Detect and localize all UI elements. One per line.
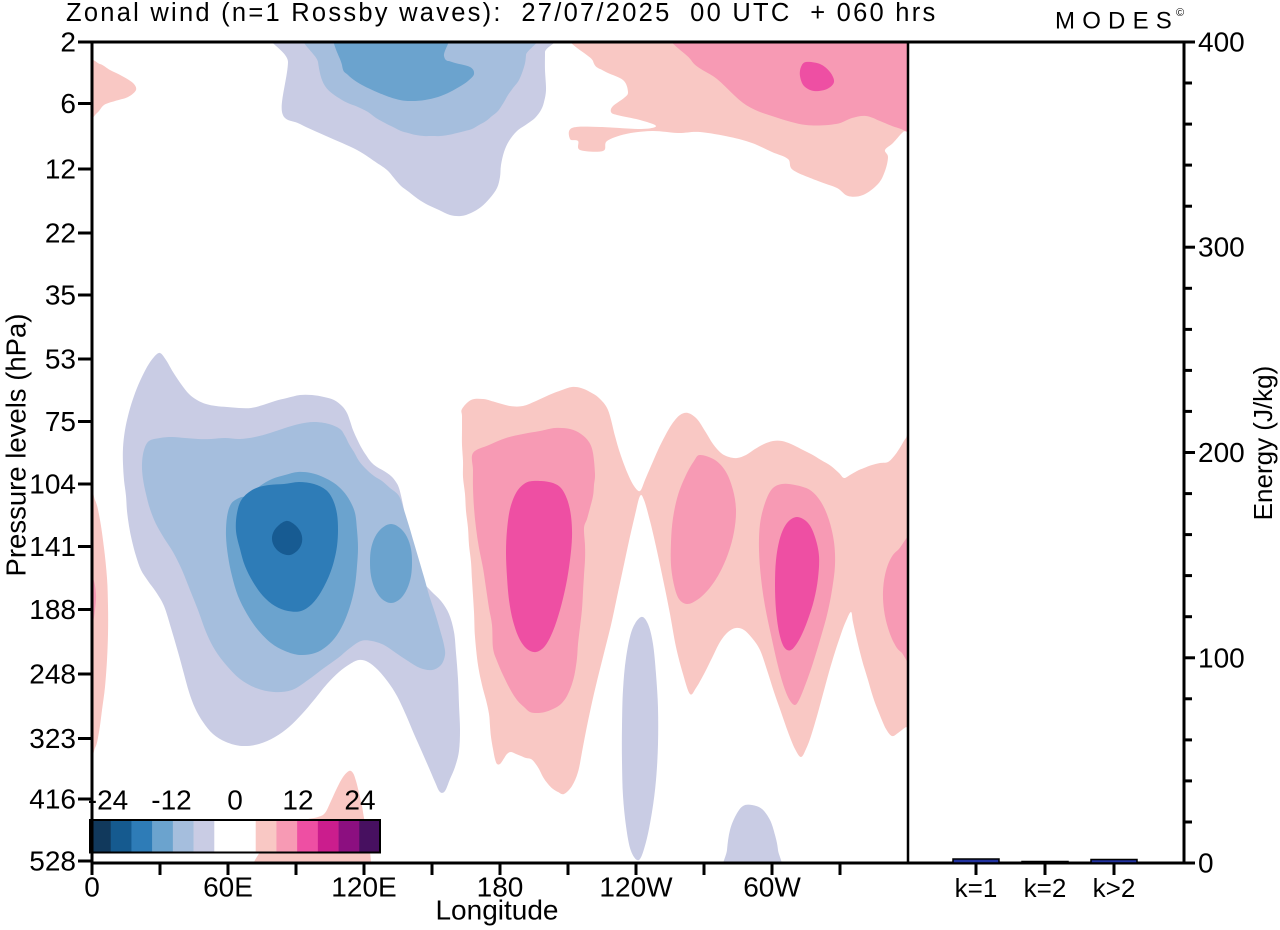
svg-text:24: 24	[344, 785, 375, 816]
svg-text:188: 188	[29, 594, 76, 625]
svg-text:Zonal wind (n=1 Rossby waves):: Zonal wind (n=1 Rossby waves): 27/07/202…	[66, 0, 937, 27]
svg-text:200: 200	[1198, 437, 1245, 468]
svg-text:Energy (J/kg): Energy (J/kg)	[1248, 366, 1278, 521]
svg-text:0: 0	[227, 785, 243, 816]
svg-text:416: 416	[29, 784, 76, 815]
svg-text:22: 22	[45, 218, 76, 249]
svg-text:6: 6	[60, 88, 76, 119]
svg-text:120W: 120W	[599, 872, 673, 903]
svg-text:©: ©	[1176, 7, 1184, 19]
svg-text:MODES: MODES	[1055, 8, 1179, 35]
svg-text:141: 141	[29, 531, 76, 562]
svg-text:k>2: k>2	[1093, 873, 1136, 903]
svg-text:53: 53	[45, 344, 76, 375]
svg-text:248: 248	[29, 659, 76, 690]
svg-text:35: 35	[45, 280, 76, 311]
svg-text:-12: -12	[151, 785, 191, 816]
svg-text:60W: 60W	[743, 872, 801, 903]
svg-text:k=2: k=2	[1024, 873, 1067, 903]
svg-text:2: 2	[60, 27, 76, 58]
svg-text:60E: 60E	[203, 872, 253, 903]
svg-text:400: 400	[1198, 27, 1245, 58]
svg-text:104: 104	[29, 469, 76, 500]
svg-text:100: 100	[1198, 642, 1245, 673]
svg-text:Pressure levels (hPa): Pressure levels (hPa)	[1, 314, 32, 577]
svg-text:Longitude: Longitude	[435, 895, 558, 926]
svg-text:-24: -24	[88, 785, 128, 816]
svg-text:323: 323	[29, 723, 76, 754]
svg-text:528: 528	[29, 846, 76, 877]
svg-text:75: 75	[45, 406, 76, 437]
svg-text:120E: 120E	[331, 872, 396, 903]
svg-text:0: 0	[1198, 848, 1214, 879]
svg-text:12: 12	[282, 785, 313, 816]
svg-text:12: 12	[45, 154, 76, 185]
svg-text:k=1: k=1	[955, 873, 998, 903]
svg-text:180: 180	[477, 872, 524, 903]
svg-text:0: 0	[84, 872, 100, 903]
svg-text:300: 300	[1198, 232, 1245, 263]
